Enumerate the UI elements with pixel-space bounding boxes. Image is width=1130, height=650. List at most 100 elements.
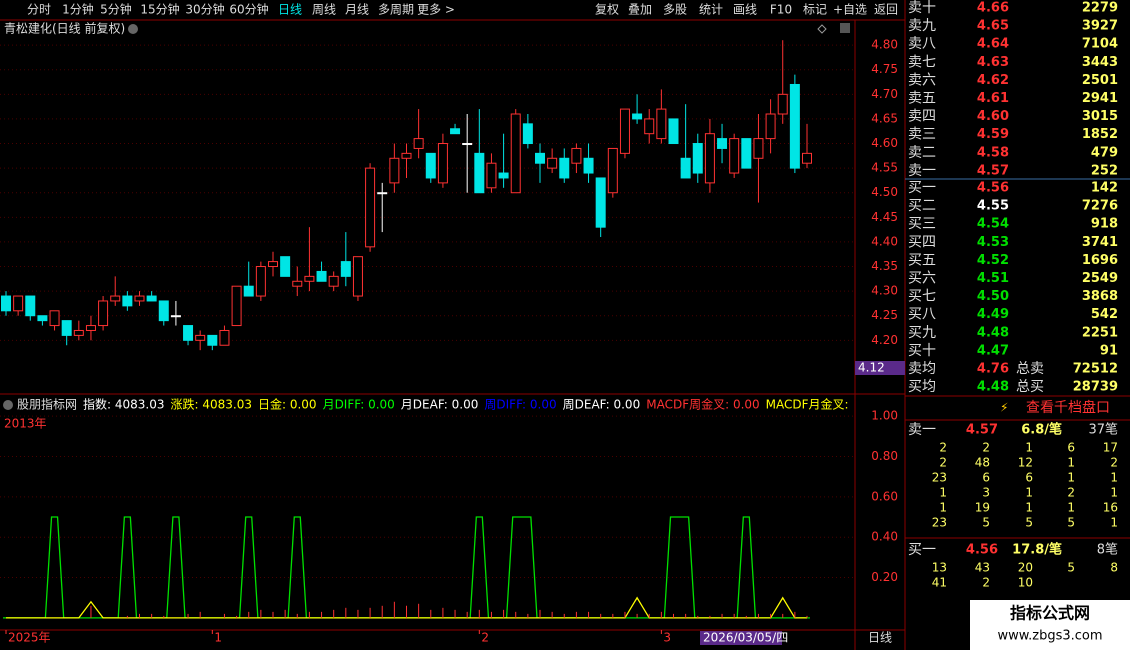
diamond-icon[interactable] (817, 24, 827, 34)
toolbar-button[interactable]: 复权 (595, 3, 619, 17)
candle-body (425, 152, 436, 179)
candle-body (522, 123, 533, 145)
y-tick-label: 4.75 (871, 62, 898, 76)
book-label: 卖五 (908, 91, 936, 107)
queue-cell: 17 (1103, 441, 1118, 455)
toolbar-tab[interactable]: 月线 (345, 3, 369, 17)
book-price: 4.50 (977, 289, 1009, 304)
toolbar-tab[interactable]: 日线 (278, 3, 302, 17)
queue-avg: 6.8/笔 (1021, 422, 1062, 438)
toolbar-tab[interactable]: 15分钟 (140, 2, 179, 17)
period-label: 日线 (868, 631, 892, 645)
book-price: 4.54 (977, 217, 1009, 232)
book-volume: 1696 (1082, 253, 1118, 268)
candle-body (377, 192, 388, 195)
candle-body (789, 83, 800, 169)
book-volume: 3868 (1082, 289, 1118, 304)
book-volume: 2279 (1082, 1, 1118, 16)
candle-body (559, 157, 570, 179)
queue-cell: 6 (1025, 471, 1033, 485)
book-price: 4.57 (977, 163, 1009, 178)
x-tick-label: 1 (214, 631, 222, 645)
bolt-icon: ⚡ (1000, 401, 1008, 415)
book-label: 卖一 (908, 163, 936, 179)
book-label: 卖六 (908, 72, 936, 88)
candle-body (37, 315, 48, 322)
book-volume: 3927 (1082, 19, 1118, 34)
candle-body (474, 152, 485, 194)
candle-body (25, 295, 36, 317)
book-price: 4.53 (977, 235, 1009, 250)
toolbar-tab[interactable]: 周线 (312, 3, 336, 17)
candle-body (389, 157, 400, 184)
candle-body (510, 113, 521, 194)
book-label: 买四 (908, 234, 936, 250)
queue-cell: 2 (982, 441, 990, 455)
candle-body (547, 157, 558, 169)
candle-body (692, 143, 703, 174)
queue-cell: 16 (1103, 501, 1118, 515)
toolbar-button[interactable]: 叠加 (628, 3, 652, 17)
book-link[interactable]: 查看千档盘口 (1026, 399, 1110, 416)
toolbar-button[interactable]: +自选 (833, 3, 867, 17)
x-tick-label: 2 (481, 631, 489, 645)
toolbar-button[interactable]: F10 (770, 3, 792, 17)
toolbar-button[interactable]: 统计 (699, 3, 723, 17)
book-label: 买一 (908, 180, 936, 196)
toolbar-button[interactable]: 多股 (663, 3, 687, 17)
book-price: 4.51 (977, 271, 1009, 286)
indicator-icon[interactable] (3, 400, 13, 410)
book-volume: 918 (1091, 217, 1118, 232)
toolbar-tab[interactable]: 多周期 (378, 3, 414, 17)
book-volume: 7104 (1082, 37, 1118, 52)
candle-body (704, 133, 715, 184)
queue-cell: 2 (939, 456, 947, 470)
title-icon[interactable] (128, 24, 138, 34)
toolbar-tab[interactable]: 5分钟 (100, 2, 132, 17)
candle-body (328, 275, 339, 287)
y-tick-label: 4.25 (871, 308, 898, 322)
toolbar-tab[interactable]: 分时 (27, 3, 51, 17)
book-volume: 252 (1091, 163, 1118, 178)
queue-cell: 1 (1110, 516, 1118, 530)
queue-count: 37笔 (1088, 422, 1118, 438)
candle-body (340, 261, 351, 277)
indicator-title: 股朋指标网 (17, 397, 77, 412)
candle-body (61, 320, 72, 336)
book-price: 4.58 (977, 145, 1009, 160)
toolbar-button[interactable]: 画线 (733, 3, 757, 17)
book-price: 4.60 (977, 109, 1009, 124)
scroll-button[interactable] (840, 23, 850, 33)
queue-cell: 12 (1018, 456, 1033, 470)
indicator-value: 日金: 0.00 (258, 397, 317, 412)
y-tick-label: 4.60 (871, 136, 898, 150)
candle-body (280, 256, 291, 277)
queue-cell: 43 (975, 561, 990, 575)
queue-cell: 20 (1018, 561, 1033, 575)
queue-avg: 17.8/笔 (1012, 542, 1062, 558)
toolbar-tab[interactable]: 1分钟 (62, 2, 94, 17)
book-price: 4.66 (977, 1, 1009, 16)
candle-body (413, 138, 424, 149)
candle-body (656, 108, 667, 140)
candle-body (219, 329, 230, 346)
book-price: 4.61 (977, 91, 1009, 106)
candle-body (207, 334, 218, 346)
candle-body (268, 261, 278, 268)
toolbar-tab[interactable]: 更多 > (417, 3, 455, 17)
queue-cell: 2 (939, 441, 947, 455)
queue-cell: 13 (932, 561, 947, 575)
toolbar-button[interactable]: 标记 (803, 3, 827, 17)
queue-cell: 6 (1067, 441, 1075, 455)
toolbar-button[interactable]: 返回 (874, 3, 898, 17)
queue-cell: 23 (932, 471, 947, 485)
book-label: 卖七 (908, 54, 936, 70)
book-label: 买均 (908, 379, 936, 395)
y-tick-label: 4.65 (871, 111, 898, 125)
queue-cell: 8 (1110, 561, 1118, 575)
y-tick-label: 4.20 (871, 333, 898, 347)
y-tick-label: 0.60 (871, 489, 898, 503)
toolbar-tab[interactable]: 60分钟 (229, 2, 268, 17)
toolbar-tab[interactable]: 30分钟 (185, 2, 224, 17)
